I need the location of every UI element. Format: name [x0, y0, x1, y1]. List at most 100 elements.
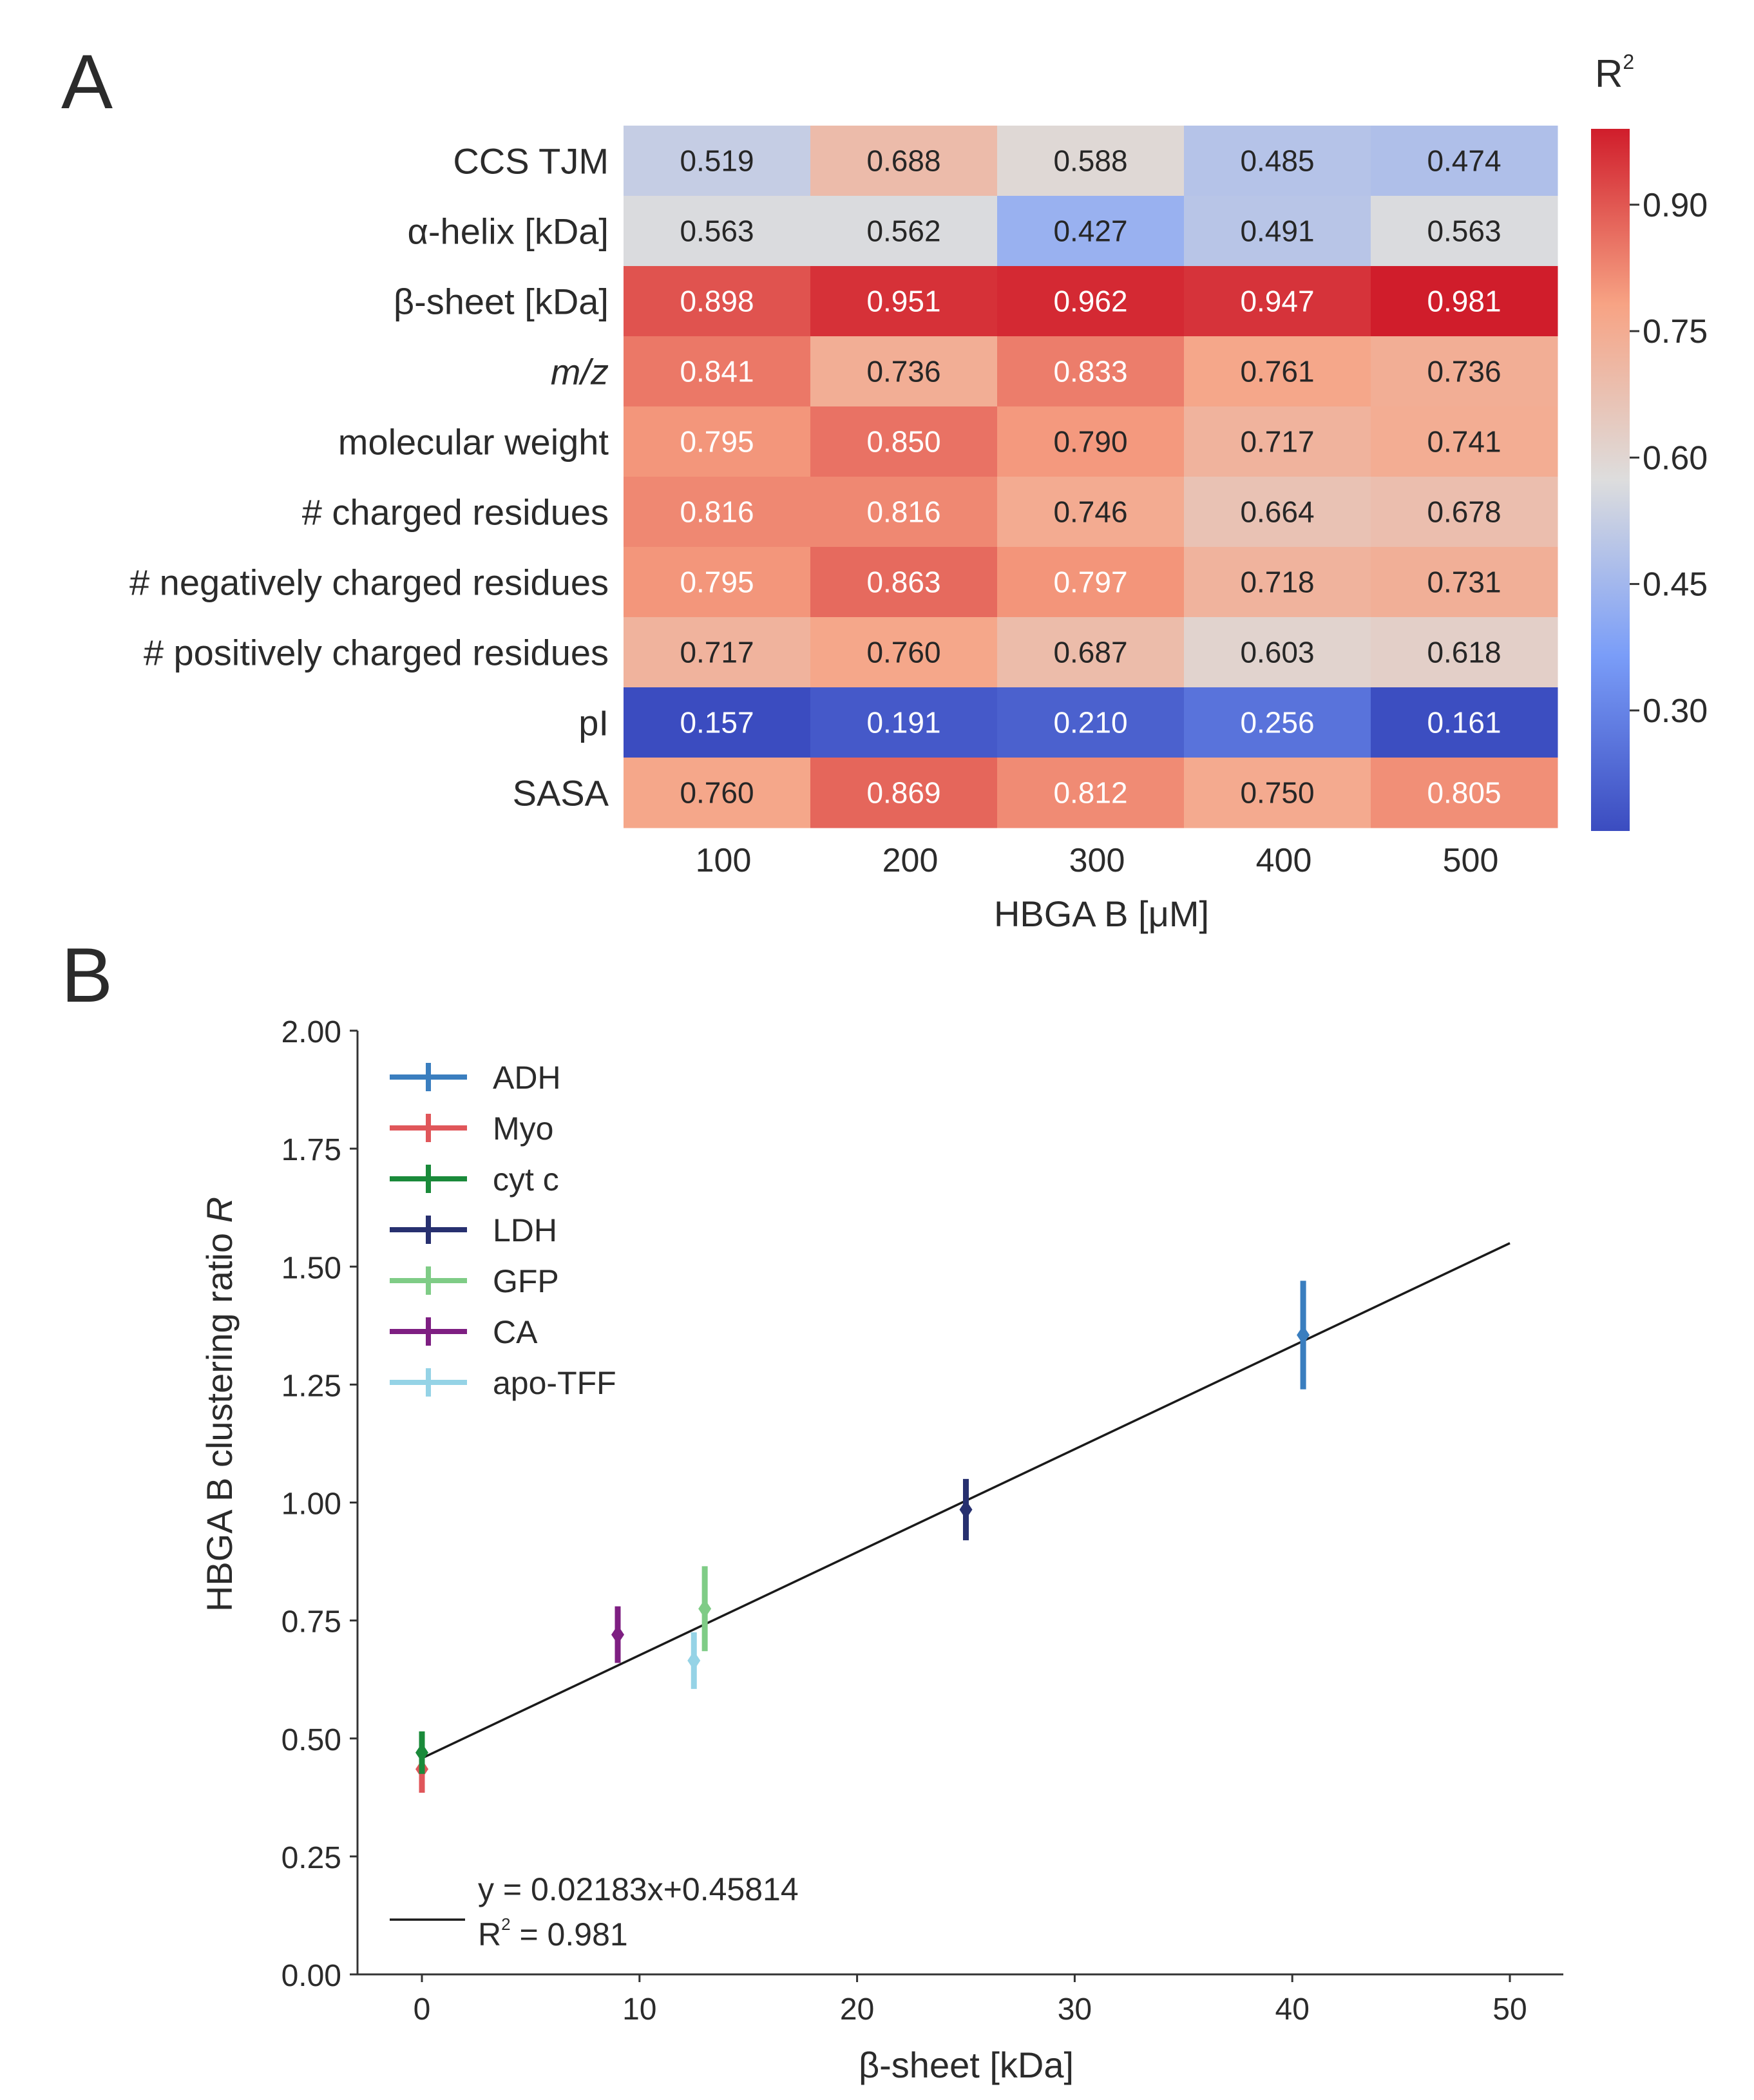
heatmap-cell-value: 0.750: [1240, 776, 1314, 810]
x-tick-label: 50: [1492, 1992, 1527, 2027]
heatmap-cell-value: 0.795: [680, 566, 754, 599]
heatmap-column-labels: 100 200 300 400 500: [696, 842, 1499, 879]
heatmap-cell-value: 0.797: [1053, 566, 1127, 599]
heatmap-cell: [624, 617, 811, 688]
y-tick-label: 0.25: [281, 1841, 341, 1875]
legend: ADH Myo cyt c LDH GFP CA apo-TFF: [390, 1060, 616, 1401]
y-tick-label: 0.50: [281, 1723, 341, 1757]
heatmap-cell-value: 0.760: [680, 776, 754, 810]
heatmap-row-label: β-sheet [kDa]: [394, 282, 609, 322]
heatmap-cell: [997, 336, 1185, 407]
heatmap-cell-value: 0.491: [1240, 215, 1314, 248]
heatmap-cell-value: 0.816: [680, 495, 754, 529]
heatmap-cell-value: 0.951: [866, 285, 940, 318]
heatmap-cell-value: 0.805: [1427, 776, 1501, 810]
heatmap-row-label: # positively charged residues: [144, 633, 609, 673]
legend-label: ADH: [493, 1060, 561, 1096]
heatmap-cell: [624, 758, 811, 828]
heatmap-cell: [1371, 617, 1558, 688]
heatmap-cell: [997, 406, 1185, 477]
heatmap-cell-value: 0.761: [1240, 355, 1314, 388]
heatmap-cell: [1184, 687, 1371, 758]
fit-r2: R2 = 0.981: [478, 1914, 628, 1952]
colorbar-title: R2: [1595, 50, 1634, 95]
data-point: [959, 1500, 973, 1520]
heatmap-cell-value: 0.717: [680, 636, 754, 669]
heatmap-row-label: SASA: [513, 773, 609, 814]
heatmap-cell: [624, 547, 811, 618]
heatmap-cell: [1184, 126, 1371, 196]
heatmap-cell: [1371, 406, 1558, 477]
heatmap-cell-value: 0.563: [680, 215, 754, 248]
heatmap-cell: [810, 617, 998, 688]
x-tick-label: 10: [622, 1992, 656, 2027]
heatmap-cell: [1184, 266, 1371, 337]
heatmap-cell-value: 0.947: [1240, 285, 1314, 318]
heatmap-cell-value: 0.841: [680, 355, 754, 388]
heatmap-cell-value: 0.731: [1427, 566, 1501, 599]
heatmap-cell: [624, 406, 811, 477]
fit-equation: y = 0.02183x+0.45814: [478, 1871, 799, 1907]
heatmap-cell: [624, 126, 811, 196]
heatmap-cell: [997, 196, 1185, 267]
heatmap: 0.519 0.688 0.588 0.485 0.474 0.563 0.562 0.427…: [624, 126, 1558, 828]
heatmap-cell: [997, 547, 1185, 618]
heatmap-cell-value: 0.678: [1427, 495, 1501, 529]
heatmap-cell: [810, 336, 998, 407]
heatmap-cell-value: 0.588: [1053, 144, 1127, 178]
heatmap-cell: [997, 617, 1185, 688]
heatmap-cell: [1184, 406, 1371, 477]
heatmap-cell: [1371, 126, 1558, 196]
data-point: [698, 1599, 712, 1619]
heatmap-cell-value: 0.256: [1240, 706, 1314, 740]
heatmap-cell: [810, 266, 998, 337]
heatmap-cell: [1371, 266, 1558, 337]
heatmap-cell: [1184, 336, 1371, 407]
x-tick-label: 40: [1275, 1992, 1310, 2027]
heatmap-cell-value: 0.688: [866, 144, 940, 178]
heatmap-cell-value: 0.736: [1427, 355, 1501, 388]
x-axis-ticks: 0 10 20 30 40 50: [414, 1974, 1527, 2027]
heatmap-cell-value: 0.664: [1240, 495, 1314, 529]
heatmap-cell-value: 0.474: [1427, 144, 1501, 178]
heatmap-cell-value: 0.603: [1240, 636, 1314, 669]
heatmap-cell-value: 0.717: [1240, 425, 1314, 459]
heatmap-column-label: 100: [696, 842, 752, 879]
x-tick-label: 20: [840, 1992, 874, 2027]
heatmap-cell-value: 0.863: [866, 566, 940, 599]
heatmap-cell: [624, 336, 811, 407]
heatmap-row-label: # charged residues: [302, 492, 609, 533]
legend-label: GFP: [493, 1263, 559, 1299]
heatmap-column-label: 200: [882, 842, 939, 879]
heatmap-cell: [624, 477, 811, 548]
heatmap-row-label: α-helix [kDa]: [408, 211, 609, 252]
heatmap-column-label: 500: [1443, 842, 1499, 879]
heatmap-cell-value: 0.898: [680, 285, 754, 318]
heatmap-cell: [624, 687, 811, 758]
legend-label: CA: [493, 1314, 538, 1350]
heatmap-cell: [1371, 477, 1558, 548]
heatmap-cell: [624, 266, 811, 337]
heatmap-cell: [997, 758, 1185, 828]
heatmap-xaxis-title: HBGA B [μM]: [994, 893, 1209, 934]
heatmap-row-label: # negatively charged residues: [129, 562, 609, 603]
heatmap-column-label: 300: [1069, 842, 1125, 879]
heatmap-cell: [1184, 547, 1371, 618]
heatmap-cell-value: 0.618: [1427, 636, 1501, 669]
heatmap-cell-value: 0.833: [1053, 355, 1127, 388]
heatmap-cell: [1371, 758, 1558, 828]
heatmap-cell-value: 0.210: [1053, 706, 1127, 740]
heatmap-cell: [997, 687, 1185, 758]
heatmap-cell-value: 0.812: [1053, 776, 1127, 810]
y-tick-label: 1.25: [281, 1369, 341, 1403]
heatmap-cell: [997, 266, 1185, 337]
heatmap-cell: [1371, 196, 1558, 267]
heatmap-cell: [810, 406, 998, 477]
y-tick-label: 0.75: [281, 1605, 341, 1639]
heatmap-row-labels: CCS TJM α-helix [kDa] β-sheet [kDa] m/z mole…: [129, 141, 609, 814]
heatmap-cell-value: 0.962: [1053, 285, 1127, 318]
heatmap-row-label: pI: [578, 703, 609, 743]
y-tick-label: 1.50: [281, 1251, 341, 1285]
heatmap-row-label: m/z: [551, 352, 609, 392]
